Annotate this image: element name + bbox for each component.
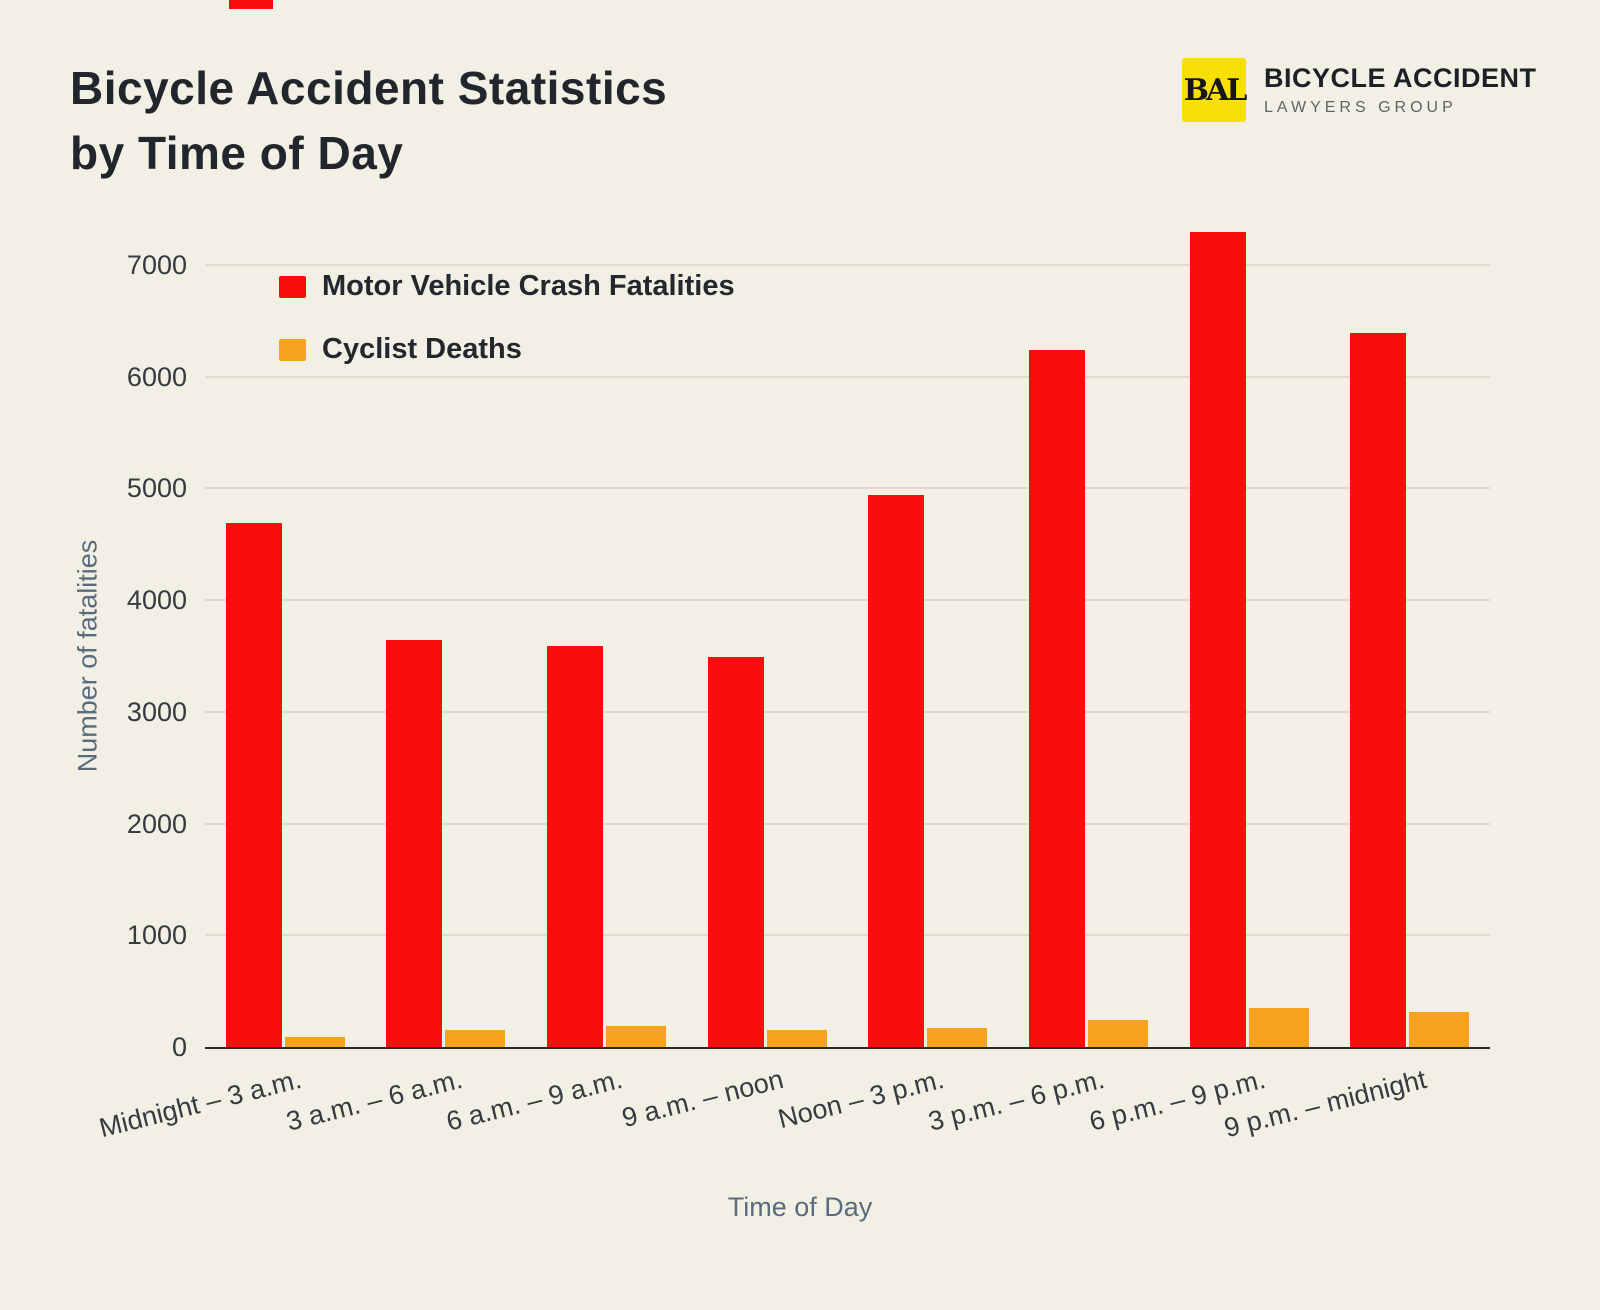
x-tick-label: 3 p.m. – 6 p.m.	[925, 1064, 1108, 1137]
bar-cyclist	[927, 1028, 988, 1048]
bar-group	[366, 230, 527, 1048]
gridline	[205, 487, 1490, 490]
legend-label-motor-vehicle: Motor Vehicle Crash Fatalities	[322, 270, 735, 302]
gridline	[205, 822, 1490, 825]
y-tick-label: 6000	[126, 361, 187, 392]
bar-motor-vehicle	[1350, 333, 1407, 1048]
x-axis-title: Time of Day	[727, 1192, 873, 1222]
bar-cyclist	[1248, 1008, 1309, 1048]
gridline	[205, 934, 1490, 937]
x-tick-label: Noon – 3 p.m.	[775, 1064, 948, 1135]
y-tick-label: 2000	[126, 808, 187, 839]
legend-item-cyclist: Cyclist Deaths	[279, 333, 735, 366]
bar-group	[1008, 230, 1169, 1048]
bar-motor-vehicle	[386, 640, 443, 1048]
bar-group	[1329, 230, 1490, 1048]
bar-group	[848, 230, 1009, 1048]
bar-cyclist	[284, 1037, 345, 1048]
y-axis-title: Number of fatalities	[72, 539, 103, 773]
gridline	[205, 264, 1490, 266]
logo-badge-icon: BAL	[1182, 58, 1248, 122]
bar-group	[526, 230, 687, 1048]
y-tick-label: 1000	[126, 920, 187, 951]
bar-motor-vehicle	[1189, 232, 1246, 1048]
legend-swatch-cyclist-icon	[279, 338, 306, 361]
bar-cyclist	[766, 1030, 827, 1048]
gridline	[205, 375, 1490, 378]
x-tick-label: 6 a.m. – 9 a.m.	[443, 1064, 626, 1137]
bar-cyclist	[1087, 1020, 1148, 1048]
x-tick-label: 3 a.m. – 6 a.m.	[283, 1064, 466, 1137]
y-tick-label: 7000	[126, 250, 187, 280]
page-title: Bicycle Accident Statistics by Time of D…	[70, 56, 667, 187]
y-tick-label: 3000	[126, 696, 187, 727]
logo: BAL BICYCLE ACCIDENT LAWYERS GROUP	[1182, 58, 1537, 122]
chart-plot-area: Motor Vehicle Crash Fatalities Cyclist D…	[96, 230, 1490, 1143]
logo-name: BICYCLE ACCIDENT	[1264, 63, 1537, 93]
gridline	[205, 599, 1490, 602]
x-axis-line	[205, 1047, 1490, 1049]
bar-group	[1169, 230, 1330, 1048]
bar-cyclist	[445, 1030, 506, 1048]
bar-cyclist	[1409, 1012, 1470, 1048]
bar-group	[205, 230, 366, 1048]
bar-group	[687, 230, 848, 1048]
bar-cyclist	[606, 1026, 667, 1048]
logo-monogram: BAL	[1183, 72, 1248, 108]
bar-motor-vehicle	[1028, 350, 1085, 1048]
logo-subtitle: LAWYERS GROUP	[1264, 99, 1457, 116]
top-red-mark	[229, 0, 273, 9]
bar-motor-vehicle	[547, 646, 604, 1048]
logo-text: BICYCLE ACCIDENT LAWYERS GROUP	[1264, 63, 1537, 117]
legend-swatch-motor-vehicle-icon	[279, 275, 306, 298]
legend-label-cyclist: Cyclist Deaths	[322, 333, 522, 365]
y-tick-label: 5000	[126, 473, 187, 504]
legend: Motor Vehicle Crash Fatalities Cyclist D…	[279, 270, 735, 366]
gridline	[205, 710, 1490, 713]
page-title-line2: by Time of Day	[70, 127, 404, 180]
bar-motor-vehicle	[868, 495, 925, 1048]
y-tick-label: 0	[171, 1032, 187, 1062]
bar-motor-vehicle	[225, 523, 282, 1048]
y-tick-label: 4000	[126, 585, 187, 616]
legend-item-motor-vehicle: Motor Vehicle Crash Fatalities	[279, 270, 735, 303]
bar-motor-vehicle	[707, 657, 764, 1048]
page-title-line1: Bicycle Accident Statistics	[70, 62, 668, 114]
x-tick-label: 9 a.m. – noon	[618, 1064, 787, 1134]
x-tick-label: Midnight – 3 a.m.	[96, 1064, 305, 1144]
